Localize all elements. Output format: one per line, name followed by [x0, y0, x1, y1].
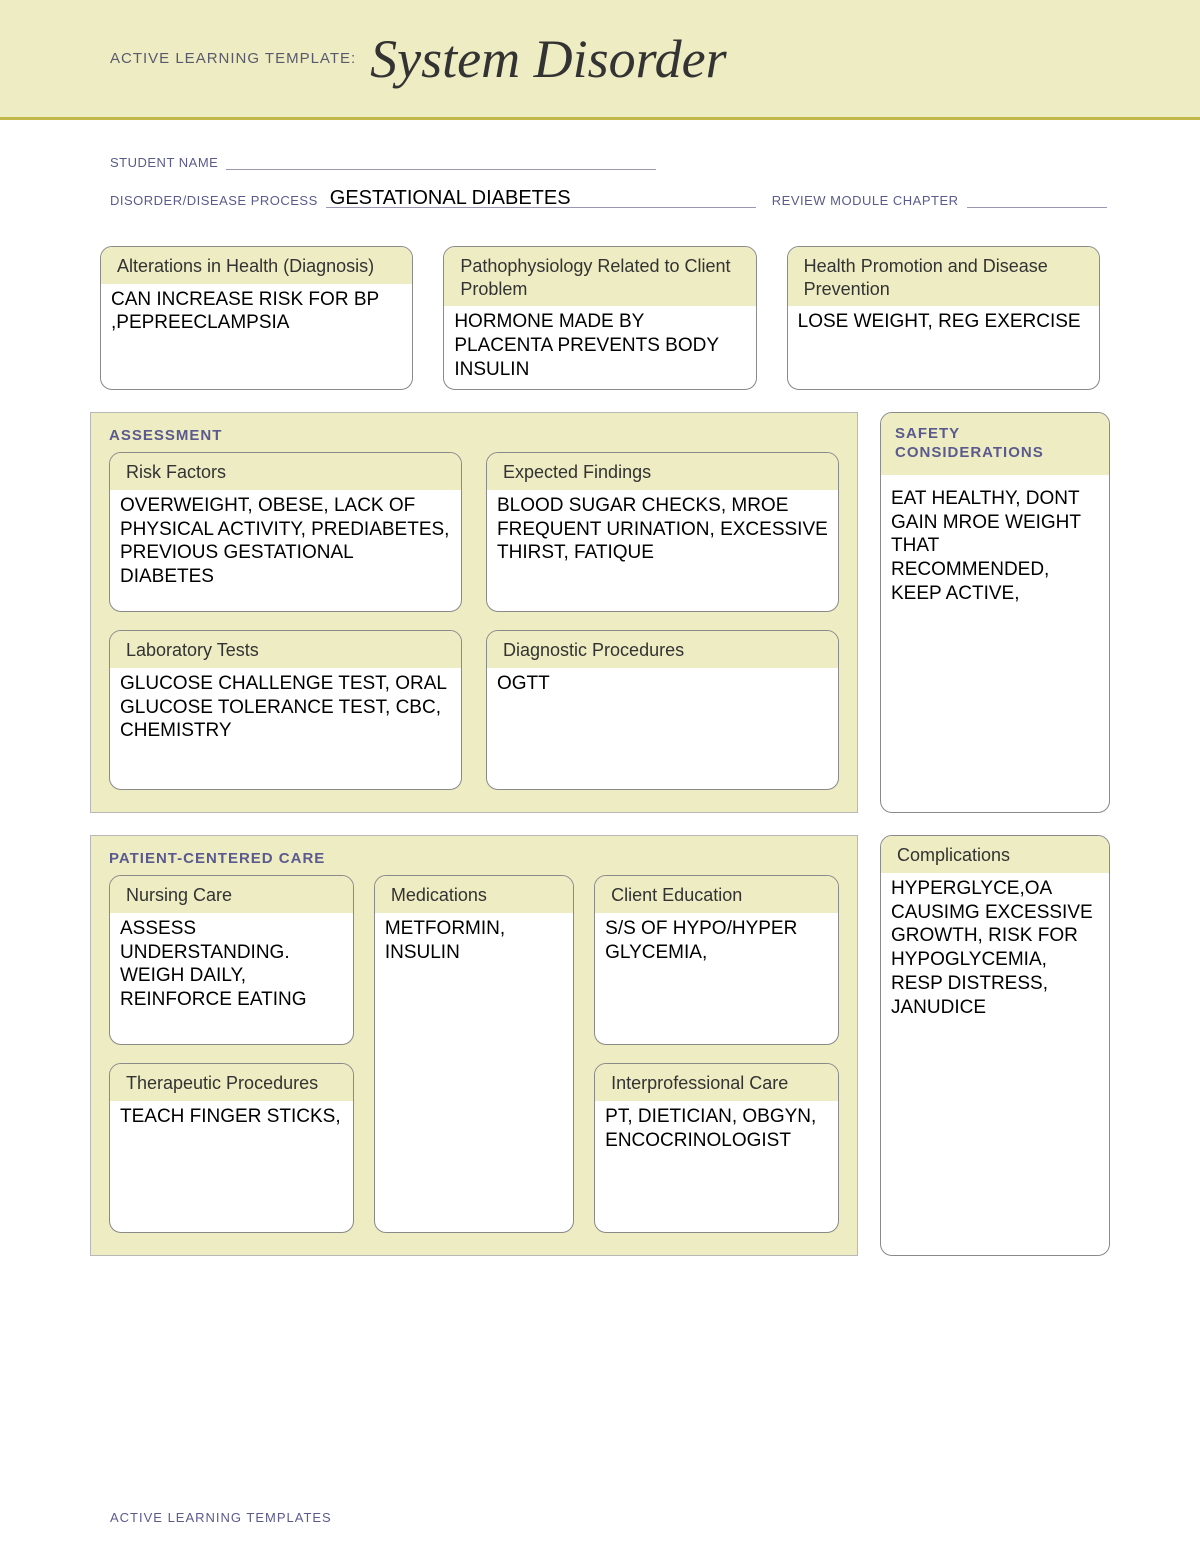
footer-text: ACTIVE LEARNING TEMPLATES [110, 1510, 332, 1525]
diag-title: Diagnostic Procedures [487, 631, 838, 668]
alterations-card: Alterations in Health (Diagnosis) CAN IN… [100, 246, 413, 390]
inter-body: PT, DIETICIAN, OBGYN, ENCOCRINOLOGIST [595, 1101, 838, 1233]
student-name-label: STUDENT NAME [110, 155, 218, 170]
header-prefix: ACTIVE LEARNING TEMPLATE: [110, 50, 356, 67]
content-area: Alterations in Health (Diagnosis) CAN IN… [0, 236, 1200, 1256]
alterations-body: CAN INCREASE RISK FOR BP ,PEPREECLAMPSIA [101, 284, 412, 390]
disorder-label: DISORDER/DISEASE PROCESS [110, 193, 318, 208]
labs-card: Laboratory Tests GLUCOSE CHALLENGE TEST,… [109, 630, 462, 790]
safety-card: SAFETY CONSIDERATIONS EAT HEALTHY, DONT … [880, 412, 1110, 813]
patho-body: HORMONE MADE BY PLACENTA PREVENTS BODY I… [444, 306, 755, 389]
promo-title: Health Promotion and Disease Prevention [788, 247, 1099, 306]
nursing-card: Nursing Care ASSESS UNDERSTANDING. WEIGH… [109, 875, 354, 1045]
thera-body: TEACH FINGER STICKS, [110, 1101, 353, 1233]
complications-column: Complications HYPERGLYCE,OA CAUSIMG EXCE… [880, 835, 1110, 1256]
meds-body: METFORMIN, INSULIN [375, 913, 573, 1233]
thera-card: Therapeutic Procedures TEACH FINGER STIC… [109, 1063, 354, 1233]
complications-body: HYPERGLYCE,OA CAUSIMG EXCESSIVE GROWTH, … [881, 873, 1109, 1256]
promo-body: LOSE WEIGHT, REG EXERCISE [788, 306, 1099, 389]
alterations-title: Alterations in Health (Diagnosis) [101, 247, 412, 284]
review-line [967, 188, 1107, 208]
labs-body: GLUCOSE CHALLENGE TEST, ORAL GLUCOSE TOL… [110, 668, 461, 790]
findings-title: Expected Findings [487, 453, 838, 490]
header-band: ACTIVE LEARNING TEMPLATE: System Disorde… [0, 0, 1200, 120]
edu-card: Client Education S/S OF HYPO/HYPER GLYCE… [594, 875, 839, 1045]
mid-grid: ASSESSMENT Risk Factors OVERWEIGHT, OBES… [90, 412, 1110, 813]
inter-title: Interprofessional Care [595, 1064, 838, 1101]
review-value [967, 187, 975, 209]
review-label: REVIEW MODULE CHAPTER [772, 193, 959, 208]
safety-title: SAFETY CONSIDERATIONS [881, 413, 1109, 475]
diag-card: Diagnostic Procedures OGTT [486, 630, 839, 790]
edu-title: Client Education [595, 876, 838, 913]
promo-card: Health Promotion and Disease Prevention … [787, 246, 1100, 390]
inter-card: Interprofessional Care PT, DIETICIAN, OB… [594, 1063, 839, 1233]
meds-card: Medications METFORMIN, INSULIN [374, 875, 574, 1233]
thera-title: Therapeutic Procedures [110, 1064, 353, 1101]
risk-card: Risk Factors OVERWEIGHT, OBESE, LACK OF … [109, 452, 462, 612]
complications-title: Complications [881, 836, 1109, 873]
disorder-line: GESTATIONAL DIABETES [326, 188, 756, 208]
safety-body: EAT HEALTHY, DONT GAIN MROE WEIGHT THAT … [881, 483, 1109, 813]
safety-column: SAFETY CONSIDERATIONS EAT HEALTHY, DONT … [880, 412, 1110, 813]
meta-block: STUDENT NAME DISORDER/DISEASE PROCESS GE… [0, 120, 1200, 236]
findings-card: Expected Findings BLOOD SUGAR CHECKS, MR… [486, 452, 839, 612]
top-row: Alterations in Health (Diagnosis) CAN IN… [90, 246, 1110, 390]
nursing-title: Nursing Care [110, 876, 353, 913]
meds-title: Medications [375, 876, 573, 913]
bottom-grid: PATIENT-CENTERED CARE Nursing Care ASSES… [90, 835, 1110, 1256]
student-name-line [226, 150, 656, 170]
patho-card: Pathophysiology Related to Client Proble… [443, 246, 756, 390]
assessment-panel: ASSESSMENT Risk Factors OVERWEIGHT, OBES… [90, 412, 858, 813]
nursing-body: ASSESS UNDERSTANDING. WEIGH DAILY, REINF… [110, 913, 353, 1045]
labs-title: Laboratory Tests [110, 631, 461, 668]
risk-body: OVERWEIGHT, OBESE, LACK OF PHYSICAL ACTI… [110, 490, 461, 612]
disorder-value: GESTATIONAL DIABETES [326, 187, 575, 209]
findings-body: BLOOD SUGAR CHECKS, MROE FREQUENT URINAT… [487, 490, 838, 612]
pcc-panel-title: PATIENT-CENTERED CARE [109, 850, 839, 867]
assessment-panel-title: ASSESSMENT [109, 427, 839, 444]
complications-card: Complications HYPERGLYCE,OA CAUSIMG EXCE… [880, 835, 1110, 1256]
patho-title: Pathophysiology Related to Client Proble… [444, 247, 755, 306]
risk-title: Risk Factors [110, 453, 461, 490]
diag-body: OGTT [487, 668, 838, 790]
student-name-value [226, 149, 234, 171]
header-title: System Disorder [370, 28, 726, 90]
edu-body: S/S OF HYPO/HYPER GLYCEMIA, [595, 913, 838, 1045]
pcc-panel: PATIENT-CENTERED CARE Nursing Care ASSES… [90, 835, 858, 1256]
